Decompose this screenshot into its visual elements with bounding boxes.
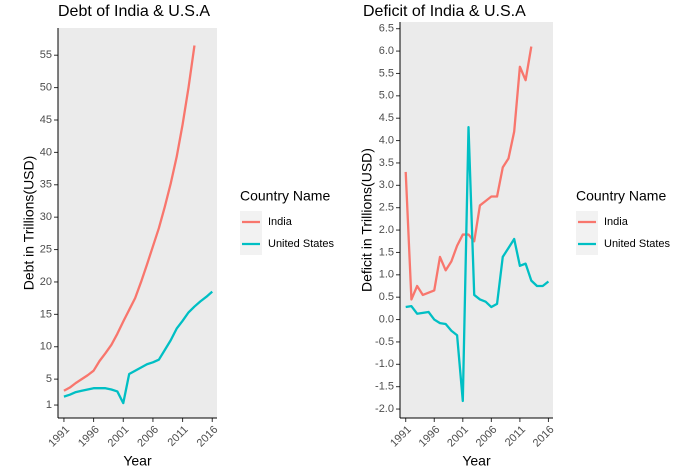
y-tick-label: 10 [40, 341, 52, 353]
y-tick-label: 45 [40, 114, 52, 126]
y-tick-label: 1.0 [379, 269, 394, 281]
y-tick-label: 20 [40, 276, 52, 288]
y-tick-label: 6.0 [379, 45, 394, 57]
series-line [404, 46, 533, 301]
series-line [63, 290, 214, 405]
y-tick-label: 2.0 [379, 224, 394, 236]
y-tick-label: 55 [40, 49, 52, 61]
x-tick-label: 1996 [417, 424, 443, 450]
y-tick-label: 25 [40, 243, 52, 255]
x-axis-label: Year [123, 453, 152, 469]
y-tick-label: 40 [40, 146, 52, 158]
x-tick-label: 2006 [474, 424, 500, 450]
series-line [63, 45, 196, 392]
y-tick-label: 35 [40, 179, 52, 191]
x-tick-label: 2011 [166, 424, 191, 449]
y-tick-label: -0.5 [375, 336, 394, 348]
legend-label: United States [604, 238, 671, 250]
x-tick-label: 1996 [76, 424, 102, 450]
x-tick-label: 2011 [503, 424, 528, 449]
y-axis-label: Debt in Trillions(USD) [21, 156, 37, 291]
legend-label: India [268, 216, 293, 228]
y-tick-label: 50 [40, 82, 52, 94]
x-tick-label: 2001 [445, 424, 471, 450]
x-tick-label: 2016 [195, 424, 221, 450]
y-tick-label: 30 [40, 211, 52, 223]
y-tick-label: 1.5 [379, 246, 394, 258]
y-tick-label: 5.0 [379, 90, 394, 102]
x-axis-label: Year [462, 453, 491, 469]
legend-title: Country Name [240, 188, 330, 204]
y-tick-label: 4.5 [379, 112, 394, 124]
legend-title: Country Name [576, 188, 666, 204]
y-tick-label: 0.0 [379, 313, 394, 325]
y-tick-label: 0.5 [379, 291, 394, 303]
y-tick-label: 6.5 [379, 23, 394, 35]
y-tick-label: -2.0 [375, 403, 394, 415]
x-tick-label: 2001 [106, 424, 132, 450]
y-tick-label: 3.0 [379, 179, 394, 191]
y-axis-label: Deficit in Trillions(USD) [359, 148, 375, 292]
y-tick-label: 15 [40, 308, 52, 320]
y-tick-label: 3.5 [379, 157, 394, 169]
y-tick-label: 4.0 [379, 134, 394, 146]
y-tick-label: 5 [46, 373, 52, 385]
chart-title: Debt of India & U.S.A [58, 3, 210, 20]
x-tick-label: 2006 [135, 424, 161, 450]
y-tick-label: -1.5 [375, 381, 394, 393]
x-tick-label: 1991 [388, 424, 414, 450]
x-tick-label: 2016 [531, 424, 557, 450]
series-line [405, 126, 550, 403]
legend-label: India [604, 216, 629, 228]
x-tick-label: 1991 [46, 424, 72, 450]
y-tick-label: -1.0 [375, 358, 394, 370]
y-tick-label: 5.5 [379, 67, 394, 79]
chart-title: Deficit of India & U.S.A [363, 3, 526, 20]
y-tick-label: 1 [46, 399, 52, 411]
y-tick-label: 2.5 [379, 202, 394, 214]
legend-label: United States [268, 238, 335, 250]
panel [58, 28, 217, 418]
